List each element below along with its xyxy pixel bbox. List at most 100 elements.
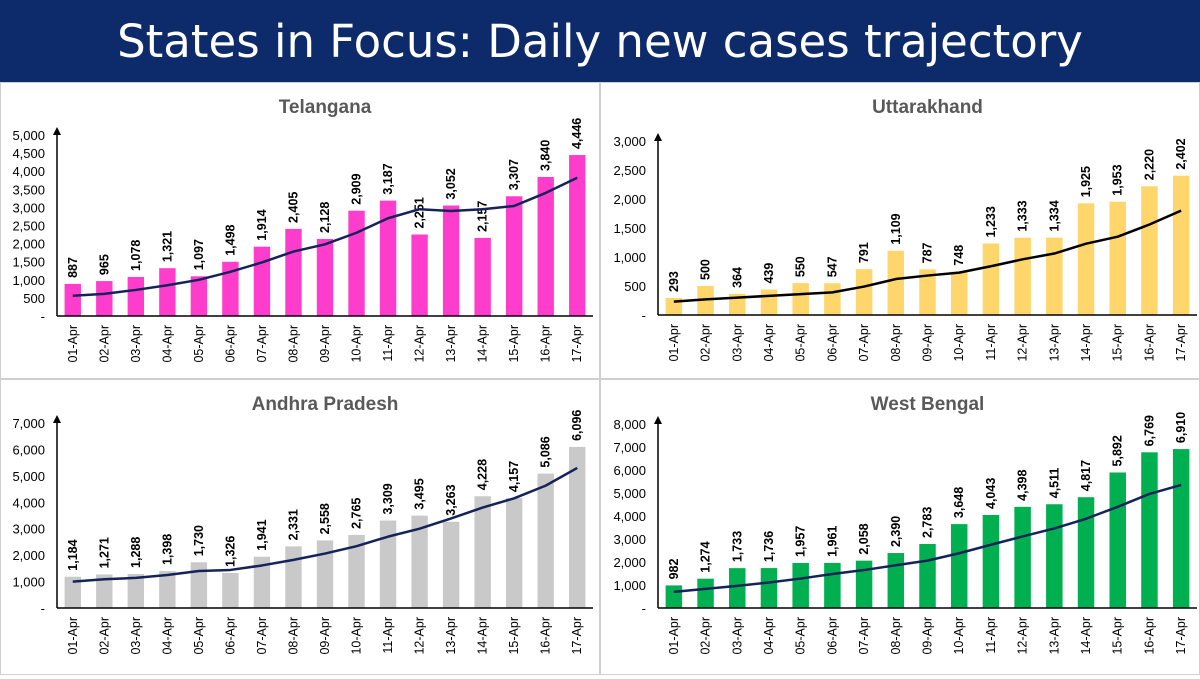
- data-label: 1,498: [223, 224, 237, 255]
- data-label: 4,043: [984, 478, 998, 509]
- x-tick-label: 11-Apr: [381, 325, 395, 362]
- data-label: 2,765: [350, 498, 364, 529]
- data-label: 4,446: [570, 118, 584, 149]
- y-tick-label: 5,000: [12, 469, 45, 484]
- y-axis-arrow: [53, 415, 61, 423]
- bar: [824, 562, 841, 608]
- data-label: 364: [730, 267, 744, 288]
- chart-group: Uttarakhand - 500 1,000 1,500 2,000 2,500 3,000…: [613, 97, 1197, 362]
- y-tick-label: 3,000: [613, 532, 646, 547]
- bar: [474, 496, 491, 608]
- bar: [411, 515, 428, 608]
- data-label: 1,925: [1079, 166, 1093, 197]
- data-label: 1,914: [255, 209, 269, 240]
- x-tick-label: 06-Apr: [825, 617, 839, 655]
- bar: [348, 210, 365, 316]
- bar: [190, 276, 208, 316]
- bar: [982, 243, 1000, 315]
- x-tick-label: 09-Apr: [921, 324, 935, 362]
- x-tick-label: 04-Apr: [762, 324, 776, 362]
- x-tick-label: 17-Apr: [570, 325, 584, 363]
- x-tick-label: 14-Apr: [1079, 617, 1093, 655]
- bar: [950, 524, 968, 608]
- x-tick-label: 03-Apr: [129, 325, 143, 363]
- bar: [96, 574, 113, 608]
- y-tick-label: 4,500: [12, 146, 45, 161]
- x-tick-label: 13-Apr: [444, 325, 458, 363]
- y-tick-label: 2,500: [12, 219, 45, 234]
- data-label: 2,058: [857, 523, 871, 554]
- bar: [285, 546, 302, 608]
- bar: [1014, 506, 1031, 608]
- data-label: 1,733: [730, 531, 744, 562]
- x-tick-label: 08-Apr: [286, 617, 300, 655]
- data-label: 547: [825, 256, 839, 277]
- bar: [442, 205, 460, 316]
- y-tick-label: 7,000: [12, 416, 45, 431]
- data-label: 6,096: [570, 410, 584, 441]
- bar: [222, 261, 239, 316]
- x-tick-label: 12-Apr: [413, 617, 427, 655]
- x-tick-label: 17-Apr: [1174, 324, 1188, 362]
- x-tick-label: 05-Apr: [192, 617, 206, 655]
- x-tick-label: 13-Apr: [444, 617, 458, 655]
- x-tick-label: 12-Apr: [413, 325, 427, 363]
- x-tick-label: 08-Apr: [889, 324, 903, 362]
- bar: [887, 553, 905, 608]
- x-tick-label: 01-Apr: [667, 617, 681, 655]
- data-label: 3,052: [444, 168, 458, 199]
- x-tick-label: 07-Apr: [255, 325, 269, 363]
- bar: [887, 250, 905, 315]
- data-label: 1,078: [129, 240, 143, 271]
- x-tick-label: 17-Apr: [1174, 617, 1188, 655]
- trend-line: [673, 483, 1182, 594]
- data-label: 4,228: [476, 459, 490, 490]
- data-label: 1,184: [66, 539, 80, 570]
- x-tick-label: 15-Apr: [507, 617, 521, 655]
- data-label: 3,648: [952, 487, 966, 518]
- x-tick-label: 13-Apr: [1047, 324, 1061, 362]
- bar: [537, 473, 554, 608]
- y-tick-label: 1,500: [613, 221, 646, 236]
- header-banner: States in Focus: Daily new cases traject…: [0, 0, 1200, 82]
- data-label: 1,333: [1016, 200, 1030, 231]
- x-tick-label: 12-Apr: [1016, 617, 1030, 655]
- x-tick-label: 04-Apr: [160, 325, 174, 363]
- x-tick-label: 16-Apr: [1142, 324, 1156, 362]
- x-tick-label: 09-Apr: [921, 617, 935, 655]
- data-label: 1,953: [1111, 164, 1125, 195]
- bar: [127, 276, 145, 316]
- x-tick-label: 09-Apr: [318, 325, 332, 363]
- chart-title: Andhra Pradesh: [252, 394, 399, 415]
- bar: [222, 572, 239, 608]
- x-tick-label: 12-Apr: [1016, 324, 1030, 362]
- data-label: 4,511: [1047, 468, 1061, 499]
- chart-andhra-pradesh: Andhra Pradesh - 1,000 2,000 3,000 4,000 5,000…: [12, 394, 593, 655]
- bar: [64, 283, 81, 316]
- y-tick-label: 6,000: [613, 463, 646, 478]
- y-tick-label: 2,000: [613, 192, 646, 207]
- bar: [316, 238, 334, 316]
- x-tick-label: 02-Apr: [699, 324, 713, 362]
- bar: [950, 271, 968, 315]
- bar: [919, 269, 936, 315]
- bar: [1014, 237, 1031, 315]
- bar: [348, 534, 365, 608]
- bar: [379, 200, 397, 316]
- bar: [190, 562, 208, 608]
- x-tick-label: 05-Apr: [192, 325, 206, 363]
- x-tick-label: 11-Apr: [984, 324, 998, 361]
- trend-line: [72, 466, 578, 583]
- data-label: 439: [762, 263, 776, 284]
- y-tick-label: 3,000: [613, 134, 646, 149]
- y-tick-label: 1,000: [613, 250, 646, 265]
- data-label: 3,307: [507, 159, 521, 190]
- x-tick-label: 14-Apr: [476, 617, 490, 655]
- data-label: 1,321: [160, 231, 174, 262]
- data-label: 2,220: [1142, 149, 1156, 180]
- data-label: 2,909: [350, 173, 364, 204]
- data-label: 1,271: [97, 537, 111, 568]
- y-axis-arrow: [654, 133, 662, 141]
- data-label: 1,334: [1047, 200, 1061, 231]
- bar: [316, 540, 334, 608]
